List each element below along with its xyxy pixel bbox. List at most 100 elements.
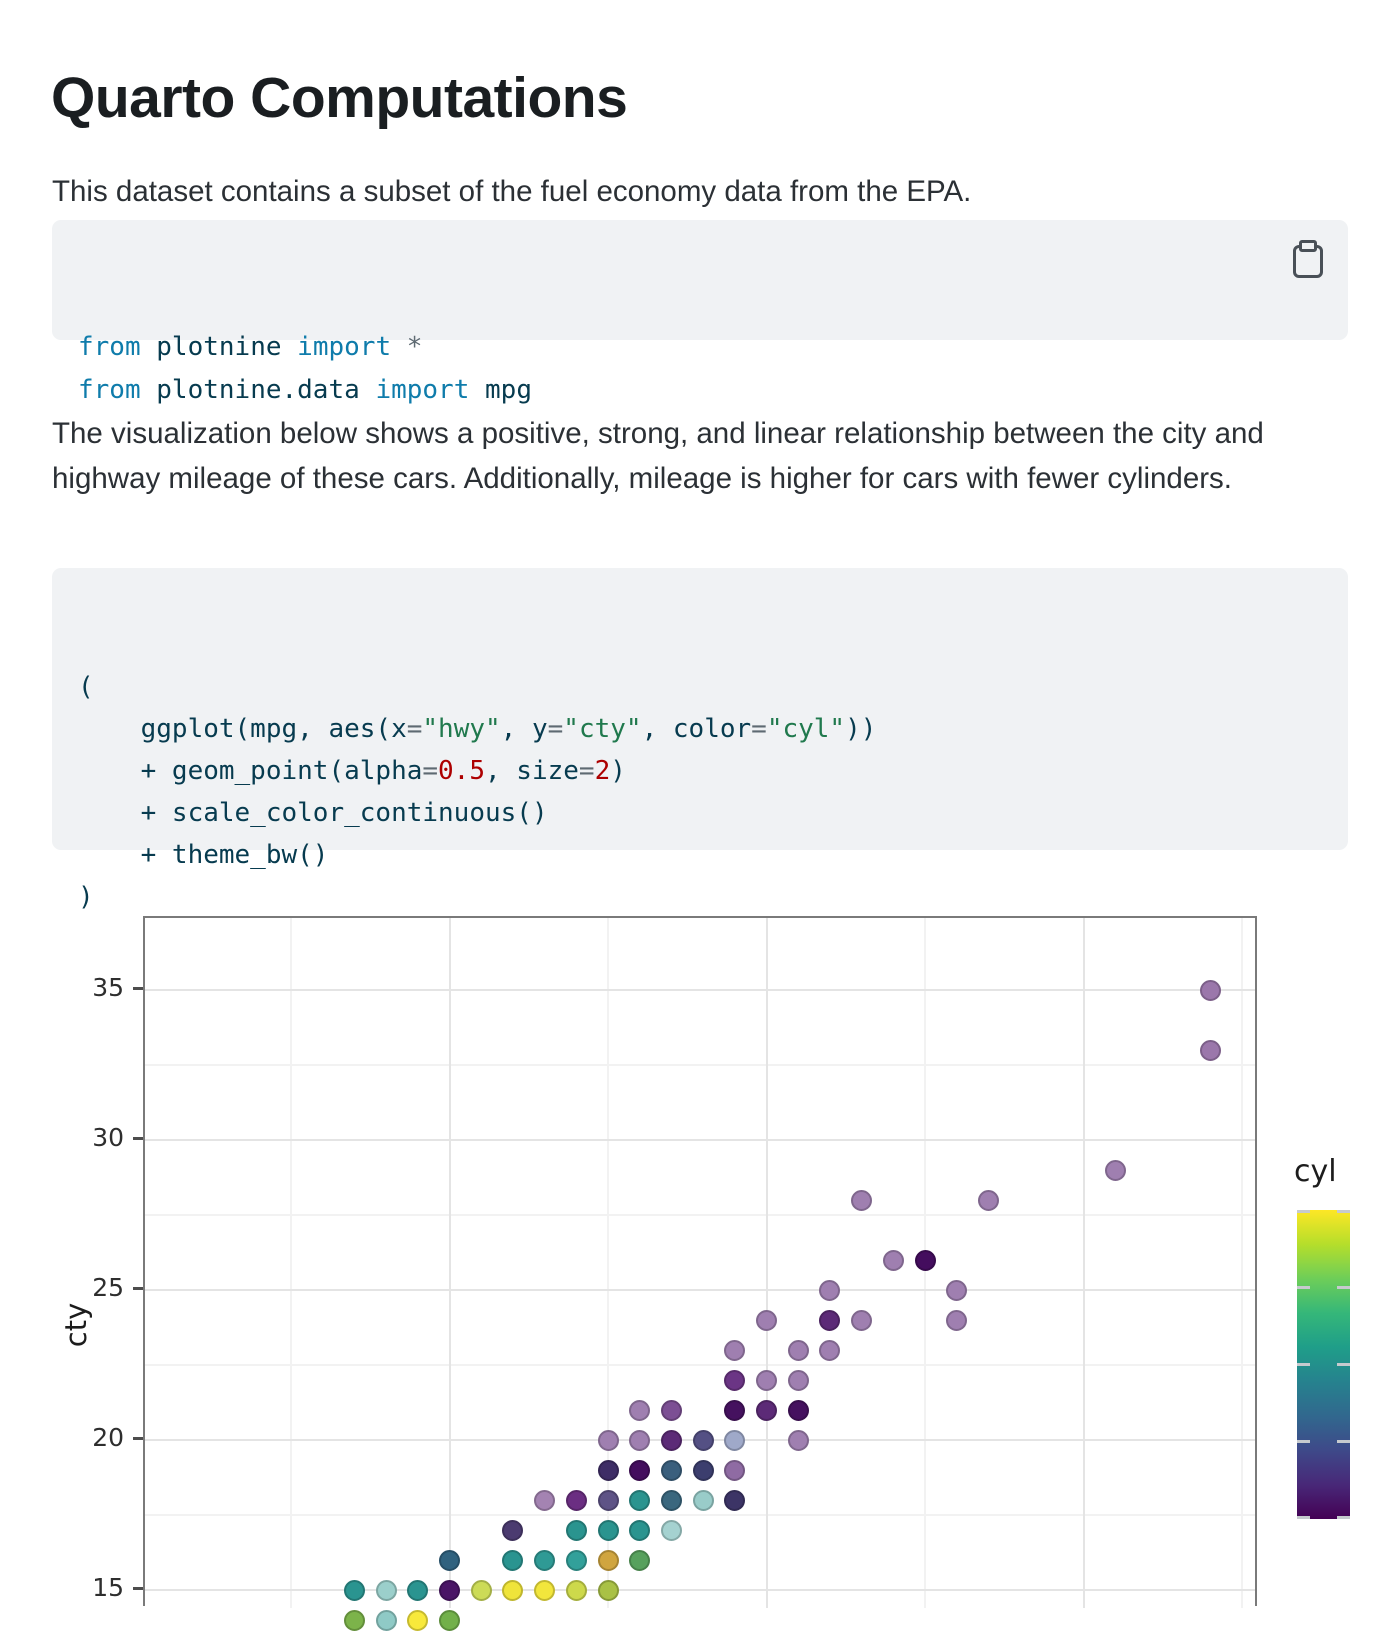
- data-point: [692, 1429, 714, 1451]
- data-point: [851, 1309, 873, 1331]
- colorbar-tick-left: [1297, 1516, 1310, 1519]
- data-point: [534, 1489, 556, 1511]
- data-point: [977, 1189, 999, 1211]
- colorbar-tick-right: [1337, 1210, 1350, 1213]
- data-point: [439, 1579, 460, 1601]
- y-tick-mark: [133, 1136, 143, 1140]
- data-point: [470, 1579, 492, 1601]
- y-tick-mark: [133, 1286, 143, 1290]
- y-tick-label: 20: [92, 1423, 124, 1452]
- y-gridline-major: [145, 1289, 1255, 1291]
- y-gridline-minor: [145, 1214, 1255, 1216]
- data-point: [407, 1579, 429, 1601]
- clipboard-icon-tab: [1299, 240, 1317, 252]
- colorbar-tick-right: [1337, 1440, 1350, 1444]
- y-tick-mark: [133, 1586, 143, 1590]
- data-point: [660, 1429, 682, 1451]
- code-line: + theme_bw(): [78, 840, 329, 870]
- colorbar-tick-left: [1297, 1363, 1310, 1366]
- data-point: [534, 1549, 556, 1571]
- data-point: [756, 1309, 777, 1331]
- y-gridline-minor: [145, 1514, 1255, 1516]
- description-paragraph: The visualization below shows a positive…: [52, 416, 1264, 495]
- x-gridline-major: [448, 918, 451, 1608]
- data-point: [565, 1579, 587, 1601]
- y-gridline-major: [145, 989, 1255, 991]
- data-point: [819, 1279, 841, 1301]
- data-point: [502, 1549, 524, 1571]
- data-point: [692, 1459, 714, 1481]
- data-point: [565, 1549, 587, 1571]
- colorbar-tick-left: [1297, 1210, 1310, 1213]
- data-point: [724, 1399, 746, 1421]
- data-point: [946, 1309, 968, 1331]
- data-point: [882, 1249, 904, 1271]
- data-point: [534, 1579, 556, 1601]
- y-gridline-major: [145, 1589, 1255, 1591]
- data-point: [565, 1519, 587, 1541]
- data-point: [597, 1579, 619, 1601]
- code-line: from plotnine import *: [78, 332, 423, 362]
- plot-panel: [143, 916, 1257, 1631]
- x-gridline-major: [1082, 918, 1085, 1608]
- data-point: [375, 1579, 397, 1601]
- colorbar-tick-left: [1297, 1285, 1310, 1289]
- data-point: [946, 1279, 968, 1301]
- y-gridline-major: [145, 1139, 1255, 1141]
- data-point: [724, 1429, 746, 1451]
- x-gridline-minor: [1241, 918, 1243, 1608]
- data-point: [660, 1489, 682, 1511]
- legend-title: cyl: [1294, 1154, 1337, 1189]
- data-point: [502, 1579, 524, 1601]
- data-point: [597, 1549, 619, 1571]
- y-tick-label: 25: [92, 1273, 124, 1302]
- x-gridline-minor: [607, 918, 609, 1608]
- y-tick-mark: [133, 1436, 143, 1440]
- data-point: [756, 1399, 777, 1421]
- data-point: [819, 1309, 841, 1331]
- data-point: [439, 1549, 460, 1571]
- data-point: [502, 1519, 524, 1541]
- data-point: [629, 1489, 651, 1511]
- data-point: [787, 1339, 809, 1361]
- data-point: [724, 1459, 746, 1481]
- y-tick-label: 15: [92, 1573, 124, 1602]
- legend-colorbar: [1297, 1210, 1350, 1519]
- data-point: [660, 1459, 682, 1481]
- data-point: [375, 1609, 397, 1631]
- data-point: [597, 1459, 619, 1481]
- data-point: [660, 1399, 682, 1421]
- code-line: + geom_point(alpha=0.5, size=2): [78, 756, 626, 786]
- data-point: [597, 1489, 619, 1511]
- code-line: ggplot(mpg, aes(x="hwy", y="cty", color=…: [78, 714, 877, 744]
- y-tick-label: 35: [92, 973, 124, 1002]
- code-line: + scale_color_continuous(): [78, 798, 548, 828]
- y-gridline-minor: [145, 1364, 1255, 1366]
- data-point: [724, 1369, 746, 1391]
- data-point: [597, 1429, 619, 1451]
- data-point: [692, 1489, 714, 1511]
- data-point: [660, 1519, 682, 1541]
- data-point: [565, 1489, 587, 1511]
- code-line: ): [78, 882, 94, 912]
- code-lines-imports: from plotnine import * from plotnine.data…: [78, 326, 1320, 412]
- y-tick-label: 30: [92, 1123, 124, 1152]
- y-tick-mark: [133, 986, 143, 990]
- data-point: [724, 1339, 746, 1361]
- colorbar-tick-left: [1297, 1440, 1310, 1444]
- copy-code-button[interactable]: [1292, 240, 1323, 278]
- data-point: [343, 1609, 365, 1631]
- data-point: [1199, 1039, 1221, 1061]
- y-axis-title: cty: [59, 1302, 93, 1348]
- code-line: from plotnine.data import mpg: [78, 375, 532, 405]
- data-point: [597, 1519, 619, 1541]
- data-point: [914, 1249, 936, 1271]
- code-lines-plot: ( ggplot(mpg, aes(x="hwy", y="cty", colo…: [78, 666, 1320, 918]
- data-point: [343, 1579, 365, 1601]
- y-gridline-minor: [145, 1064, 1255, 1066]
- code-block-plot: ( ggplot(mpg, aes(x="hwy", y="cty", colo…: [52, 568, 1348, 912]
- colorbar-tick-right: [1337, 1285, 1350, 1289]
- data-point: [819, 1339, 841, 1361]
- data-point: [629, 1399, 651, 1421]
- data-point: [787, 1429, 809, 1451]
